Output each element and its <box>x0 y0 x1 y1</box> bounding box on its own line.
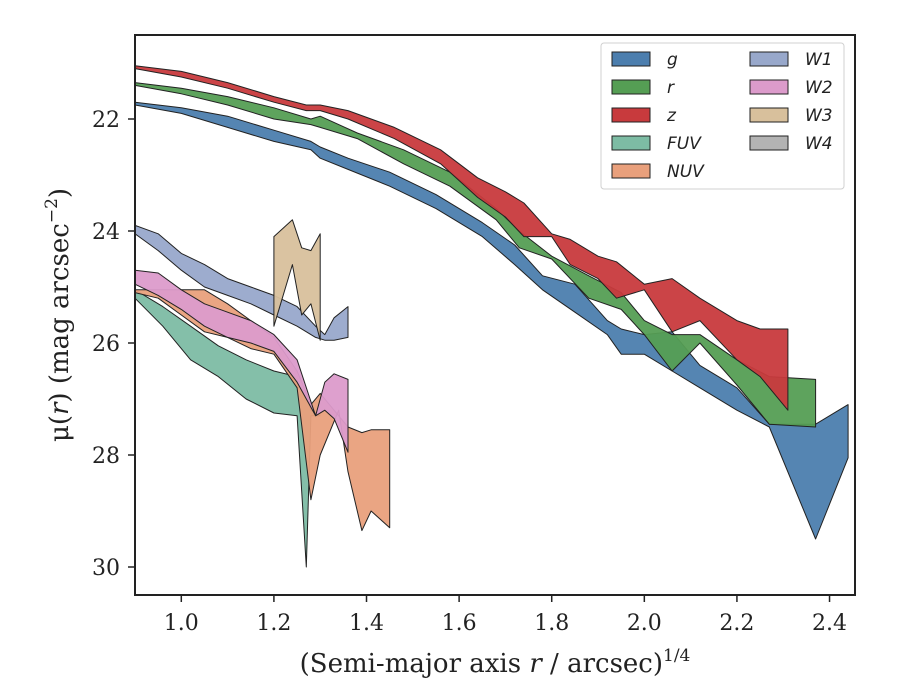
band-w2 <box>135 269 349 453</box>
legend-swatch-w2 <box>749 79 789 95</box>
band-z <box>135 65 789 411</box>
legend-swatch-w3 <box>749 107 789 123</box>
band-w1 <box>135 224 349 341</box>
legend-swatch-w1 <box>749 51 789 67</box>
y-tick-label: 24 <box>92 220 120 245</box>
band-r <box>135 82 817 428</box>
x-tick-label: 1.6 <box>442 611 477 636</box>
legend-label-w2: W2 <box>805 78 833 98</box>
legend-swatch-r <box>611 79 651 95</box>
y-tick-label: 26 <box>92 332 120 357</box>
y-tick-label: 30 <box>92 556 120 581</box>
y-tick-label: 28 <box>92 444 120 469</box>
legend-swatch-z <box>611 107 651 123</box>
legend-swatch-g <box>611 51 651 67</box>
x-tick-label: 2.4 <box>812 611 847 636</box>
x-tick-label: 1.2 <box>256 611 291 636</box>
legend-label-w3: W3 <box>805 106 833 126</box>
band-g <box>135 101 849 540</box>
x-tick-label: 2.2 <box>719 611 754 636</box>
y-axis-label: μ(r) (mag arcsec−2) <box>42 188 75 442</box>
plot-frame <box>134 34 856 596</box>
legend-label-fuv: FUV <box>667 134 702 154</box>
legend-swatch-fuv <box>611 135 651 151</box>
x-tick-label: 1.4 <box>349 611 384 636</box>
legend-label-g: g <box>667 50 678 70</box>
legend-label-nuv: NUV <box>667 162 705 182</box>
legend-label-z: z <box>666 106 677 126</box>
x-tick-label: 1.0 <box>164 611 199 636</box>
legend-label-r: r <box>667 78 675 98</box>
legend-swatch-w4 <box>749 135 789 151</box>
legend: grz FUV NUV W1 W2 W3 W4 <box>600 42 845 190</box>
band-w3 <box>273 219 321 341</box>
ticks-layer: 1.0 1.2 1.4 1.6 1.8 2.0 2.2 2.4 22 24 26 28 30 <box>92 108 847 636</box>
legend-swatch-nuv <box>611 163 651 179</box>
bands-layer <box>135 65 849 568</box>
y-tick-label: 22 <box>92 108 120 133</box>
legend-label-w1: W1 <box>805 50 833 70</box>
x-tick-label: 2.0 <box>627 611 662 636</box>
legend-label-w4: W4 <box>805 134 833 154</box>
x-tick-label: 1.8 <box>534 611 569 636</box>
x-axis-label: (Semi-major axis r / arcsec)1/4 <box>300 646 691 679</box>
